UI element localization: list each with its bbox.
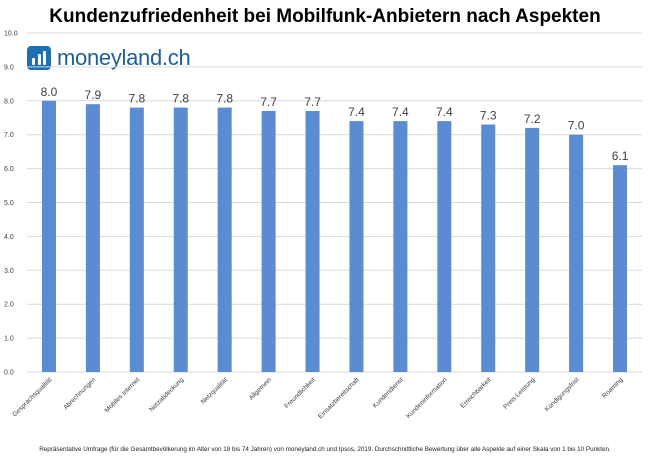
x-tick-label: Kundeninformation bbox=[405, 376, 449, 420]
bar-value-label: 7.4 bbox=[348, 105, 365, 119]
x-tick-label: Mobiles Internet bbox=[104, 376, 142, 414]
bar-chart-logo-icon bbox=[27, 46, 51, 70]
bar-value-label: 7.4 bbox=[392, 105, 409, 119]
y-tick-label: 3.0 bbox=[4, 268, 14, 275]
x-tick-label: Abrechnungen bbox=[62, 376, 97, 411]
bar-value-label: 7.0 bbox=[568, 119, 585, 133]
x-tick-label: Kündigungsfrist bbox=[544, 376, 581, 413]
grid-lines bbox=[27, 32, 642, 373]
bar bbox=[173, 107, 188, 372]
y-tick-label: 4.0 bbox=[4, 234, 14, 241]
moneyland-logo: moneyland.ch bbox=[27, 44, 191, 72]
x-axis-tick-labels: Gesprächsqualität Abrechnungen Mobiles Int… bbox=[11, 376, 624, 420]
y-tick-label: 10.0 bbox=[4, 31, 18, 38]
bar-value-label: 7.7 bbox=[304, 95, 321, 109]
bar bbox=[569, 134, 584, 372]
y-tick-label: 5.0 bbox=[4, 200, 14, 207]
bar-value-label: 8.0 bbox=[41, 85, 58, 99]
x-tick-label: Kundendienst bbox=[372, 376, 405, 409]
bar-value-label: 7.8 bbox=[216, 92, 233, 106]
bar-value-label: 7.3 bbox=[480, 109, 497, 123]
bar bbox=[613, 165, 628, 372]
value-labels: 8.0 7.9 7.8 7.8 7.8 7.7 7.7 7.4 7.4 7.4 7.3 7.2 7.0 6… bbox=[41, 85, 629, 163]
bars bbox=[41, 100, 628, 373]
bar bbox=[85, 104, 100, 372]
bar bbox=[261, 110, 276, 372]
bar-value-label: 7.8 bbox=[172, 92, 189, 106]
footnote: Repräsentative Umfrage (für die Gesamtbe… bbox=[39, 446, 611, 453]
y-tick-label: 8.0 bbox=[4, 98, 14, 105]
bar bbox=[305, 110, 320, 372]
bar bbox=[393, 121, 408, 372]
y-tick-label: 9.0 bbox=[4, 64, 14, 71]
x-tick-label: Roaming bbox=[601, 376, 625, 400]
bar-value-label: 7.7 bbox=[260, 95, 277, 109]
y-axis-tick-labels: 0.0 1.0 2.0 3.0 4.0 5.0 6.0 7.0 8.0 9.0 10.0 bbox=[4, 31, 18, 377]
bar-value-label: 7.8 bbox=[128, 92, 145, 106]
y-tick-label: 2.0 bbox=[4, 302, 14, 309]
x-tick-label: Erreichbarkeit bbox=[459, 376, 492, 409]
bar bbox=[129, 107, 144, 372]
bar-value-label: 7.9 bbox=[85, 88, 102, 102]
y-tick-label: 0.0 bbox=[4, 370, 14, 377]
bar bbox=[217, 107, 232, 372]
y-tick-label: 7.0 bbox=[4, 132, 14, 139]
bar-value-label: 7.4 bbox=[436, 105, 453, 119]
chart-title: Kundenzufriedenheit bei Mobilfunk-Anbiet… bbox=[49, 6, 601, 27]
bar bbox=[349, 121, 364, 372]
x-tick-label: Preis-Leistung bbox=[502, 376, 537, 411]
x-tick-label: Netzqualität bbox=[200, 376, 229, 405]
bar bbox=[41, 100, 56, 373]
y-tick-label: 1.0 bbox=[4, 336, 14, 343]
bar bbox=[437, 121, 452, 372]
bar-value-label: 6.1 bbox=[612, 149, 629, 163]
y-tick-label: 6.0 bbox=[4, 166, 14, 173]
x-tick-label: Allgemein bbox=[248, 376, 273, 401]
logo-text: moneyland.ch bbox=[57, 45, 191, 70]
bar bbox=[481, 124, 496, 372]
x-tick-label: Gesprächsqualität bbox=[11, 376, 53, 418]
bar-value-label: 7.2 bbox=[524, 112, 541, 126]
bar bbox=[525, 127, 540, 372]
x-tick-label: Einsatzbereitschaft bbox=[317, 376, 361, 420]
x-tick-label: Netzabdeckung bbox=[148, 376, 185, 413]
x-tick-label: Freundlichkeit bbox=[283, 376, 317, 410]
